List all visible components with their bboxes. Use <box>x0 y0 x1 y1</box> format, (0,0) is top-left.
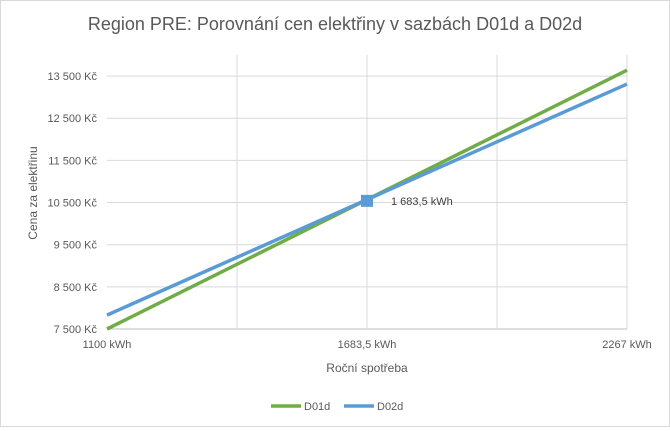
y-axis-label: Cena za elektřinu <box>26 146 40 239</box>
x-tick-label: 2267 kWh <box>602 339 652 351</box>
intersection-label: 1 683,5 kWh <box>391 196 453 208</box>
legend-label-d01d: D01d <box>304 401 330 413</box>
tick-labels: 7 500 Kč 8 500 Kč 9 500 Kč 10 500 Kč 11 500 … <box>47 71 651 351</box>
y-tick-label: 13 500 Kč <box>47 71 97 83</box>
intersection-marker <box>361 194 373 207</box>
y-tick-label: 7 500 Kč <box>54 324 98 336</box>
chart-title: Region PRE: Porovnání cen elektřiny v sa… <box>88 14 582 34</box>
x-tick-label: 1100 kWh <box>83 339 132 351</box>
x-axis-label: Roční spotřeba <box>326 361 408 375</box>
y-tick-label: 12 500 Kč <box>47 113 97 125</box>
x-tick-label: 1683,5 kWh <box>338 339 397 351</box>
legend-label-d02d: D02d <box>377 401 403 413</box>
y-tick-label: 11 500 Kč <box>48 155 97 167</box>
legend: D01d D02d <box>271 401 403 413</box>
series-lines: 1 683,5 kWh <box>106 68 628 331</box>
y-tick-label: 10 500 Kč <box>47 198 97 210</box>
y-tick-label: 8 500 Kč <box>54 282 98 294</box>
y-tick-label: 9 500 Kč <box>54 240 98 252</box>
gridlines <box>107 55 628 330</box>
